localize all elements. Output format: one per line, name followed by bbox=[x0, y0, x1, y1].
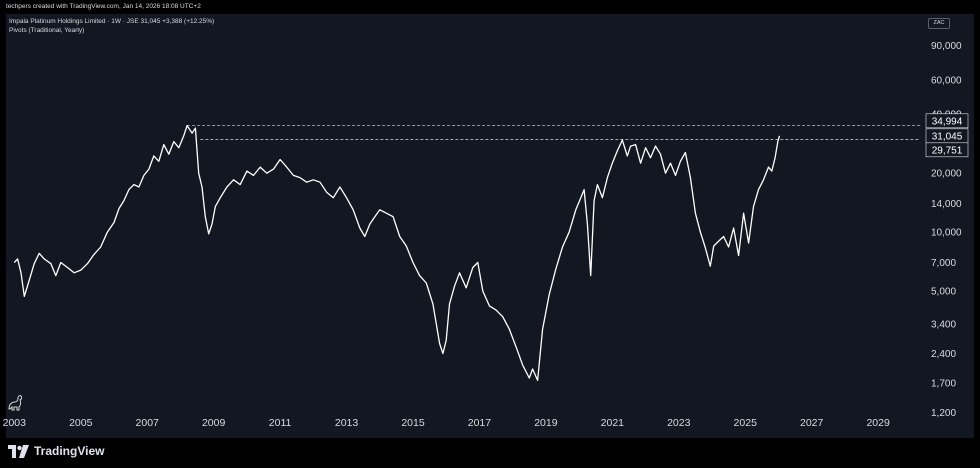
x-tick-label: 2027 bbox=[800, 417, 824, 429]
price-tag: 29,751 bbox=[925, 142, 969, 158]
x-tick-label: 2009 bbox=[202, 417, 226, 429]
price-tag-label: 31,045 bbox=[932, 131, 963, 142]
x-tick-label: 2013 bbox=[335, 417, 359, 429]
y-tick-label: 90,000 bbox=[931, 41, 962, 52]
tradingview-logo-icon bbox=[8, 444, 29, 458]
brand-name: TradingView bbox=[34, 444, 105, 458]
y-tick-label: 1,700 bbox=[931, 378, 956, 389]
x-tick-label: 2015 bbox=[401, 417, 425, 429]
x-tick-label: 2007 bbox=[136, 417, 160, 429]
indicator-legend[interactable]: Pivots (Traditional, Yearly) bbox=[9, 27, 85, 34]
currency-label[interactable]: ZAC bbox=[928, 18, 950, 29]
y-tick-label: 2,400 bbox=[931, 349, 956, 360]
x-tick-label: 2005 bbox=[69, 417, 93, 429]
x-tick-label: 2029 bbox=[866, 417, 890, 429]
x-tick-label: 2017 bbox=[468, 417, 492, 429]
price-tag: 34,994 bbox=[925, 113, 969, 129]
x-tick-label: 2011 bbox=[269, 417, 292, 429]
x-tick-label: 2025 bbox=[734, 417, 758, 429]
symbol-legend[interactable]: Impala Platinum Holdings Limited · 1W · … bbox=[9, 18, 215, 25]
x-axis: 2003 2005 2007 2009 2011 2013 2015 2017 2019 2021… bbox=[3, 417, 890, 429]
y-tick-label: 3,400 bbox=[931, 319, 956, 330]
x-tick-label: 2023 bbox=[667, 417, 691, 429]
y-tick-label: 7,000 bbox=[931, 258, 956, 269]
y-tick-label: 60,000 bbox=[931, 75, 962, 86]
price-tags: 34,994 31,045 29,751 bbox=[925, 113, 969, 158]
credit-text: techpers created with TradingView.com, J… bbox=[6, 3, 201, 10]
x-tick-label: 2021 bbox=[601, 417, 625, 429]
y-tick-label: 1,200 bbox=[931, 408, 956, 419]
x-tick-label: 2019 bbox=[534, 417, 558, 429]
dino-icon bbox=[8, 395, 23, 411]
y-tick-label: 5,000 bbox=[931, 287, 956, 298]
y-tick-label: 14,000 bbox=[931, 199, 962, 210]
pivot-lines bbox=[187, 125, 920, 140]
price-tag-label: 29,751 bbox=[932, 145, 963, 156]
x-tick-label: 2003 bbox=[3, 417, 27, 429]
y-axis: 1,200 1,700 2,400 3,400 5,000 7,000 10,000 14,0… bbox=[931, 41, 962, 419]
plot-area[interactable] bbox=[6, 14, 974, 438]
y-tick-label: 10,000 bbox=[931, 228, 962, 239]
y-tick-label: 20,000 bbox=[931, 169, 962, 180]
price-tag: 31,045 bbox=[925, 128, 969, 144]
price-tag-label: 34,994 bbox=[932, 116, 963, 127]
price-line bbox=[13, 124, 781, 382]
tradingview-logo[interactable]: TradingView bbox=[8, 444, 104, 458]
